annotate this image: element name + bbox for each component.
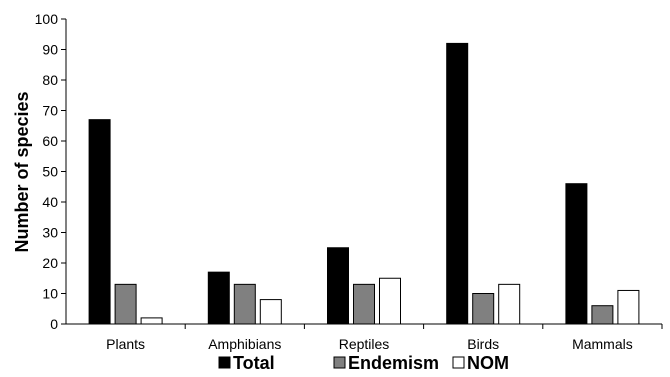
legend-swatch-nom	[452, 356, 465, 369]
y-tick-label: 80	[42, 72, 58, 88]
bar-total-mammals	[565, 183, 588, 325]
legend-label-nom: NOM	[467, 353, 509, 373]
bar-nom-mammals	[617, 289, 640, 325]
x-tick-label: Mammals	[572, 336, 633, 352]
bar-total-birds	[446, 42, 469, 325]
plot-area: 0 10 20 30 40 50 60 70 80 90 100 Plants Amphibians Re…	[35, 11, 663, 352]
bar-nom-birds	[498, 283, 521, 325]
y-tick-label: 40	[42, 194, 58, 210]
legend-label-endemism: Endemism	[348, 353, 439, 373]
y-tick-label: 30	[42, 225, 58, 241]
y-tick-label: 0	[50, 316, 58, 332]
y-tick-label: 70	[42, 103, 58, 119]
y-tick-label: 20	[42, 255, 58, 271]
bar-total-plants	[88, 119, 111, 325]
y-tick-label: 100	[35, 11, 59, 27]
legend-swatch-total	[218, 356, 231, 369]
bar-total-amphibians	[207, 271, 230, 325]
bar-nom-reptiles	[379, 277, 401, 325]
x-tick-label: Birds	[467, 336, 499, 352]
bar-total-reptiles	[327, 247, 349, 325]
bar-endemism-reptiles	[353, 283, 375, 325]
y-tick-label: 10	[42, 286, 58, 302]
legend: Total Endemism NOM	[218, 353, 509, 373]
bar-nom-amphibians	[259, 299, 282, 325]
legend-label-total: Total	[233, 353, 275, 373]
y-tick-label: 50	[42, 164, 58, 180]
bar-endemism-birds	[472, 293, 495, 325]
bar-endemism-amphibians	[233, 283, 256, 325]
bar-endemism-plants	[114, 283, 137, 325]
bar-nom-plants	[140, 317, 163, 325]
legend-swatch-endemism	[333, 356, 346, 369]
y-tick-label: 90	[42, 42, 58, 58]
bar-endemism-mammals	[591, 305, 614, 325]
y-tick-label: 60	[42, 133, 58, 149]
y-axis-label: Number of species	[12, 91, 32, 252]
x-tick-label: Reptiles	[339, 336, 390, 352]
x-tick-label: Amphibians	[208, 336, 281, 352]
x-tick-label: Plants	[106, 336, 145, 352]
